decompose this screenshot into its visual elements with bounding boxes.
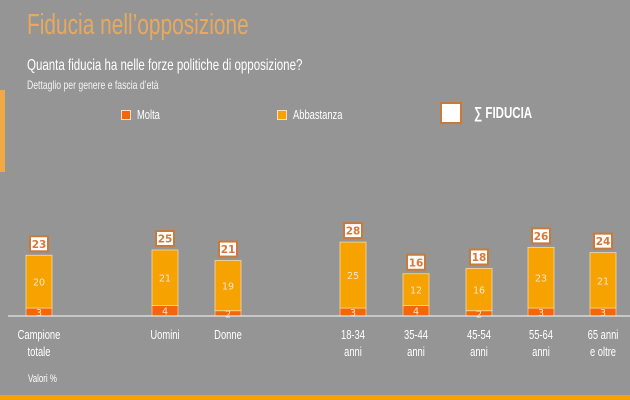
left-accent-bar [0, 90, 5, 172]
x-tick-label: Donne [214, 328, 242, 342]
page-title: Fiducia nell’opposizione [27, 9, 249, 41]
x-tick-label: 45-54 anni [467, 328, 491, 359]
legend-label-total: ∑ FIDUCIA [474, 105, 533, 122]
data-label-abbastanza: 12 [410, 286, 422, 297]
total-label-box [531, 227, 551, 245]
bar-segment-abbastanza [465, 268, 493, 312]
data-label-abbastanza: 21 [597, 276, 609, 287]
total-label: 26 [534, 231, 549, 243]
total-label: 23 [32, 239, 47, 251]
x-tick-label: 65 anni e oltre [587, 328, 619, 359]
legend-swatch-abbastanza [277, 110, 287, 120]
x-tick-label: 35-44 anni [404, 328, 428, 359]
total-label: 16 [409, 257, 424, 269]
data-label-abbastanza: 19 [222, 282, 234, 293]
total-label: 18 [472, 252, 487, 264]
data-label-abbastanza: 21 [159, 274, 171, 285]
units-note: Valori % [28, 373, 57, 385]
bar-segment-abbastanza [589, 252, 617, 309]
total-label-box [469, 248, 489, 266]
data-label-molta: 2 [225, 309, 231, 320]
data-label-abbastanza: 25 [347, 271, 359, 282]
data-label-molta: 3 [350, 308, 356, 319]
chart-detail: Dettaglio per genere e fascia d’età [27, 78, 159, 92]
data-label-molta: 3 [600, 308, 606, 319]
legend-swatch-total [440, 102, 462, 124]
bar-segment-abbastanza [214, 260, 242, 312]
data-label-abbastanza: 16 [473, 286, 485, 297]
total-label: 25 [158, 234, 173, 246]
chart-question: Quanta fiducia ha nelle forze politiche … [27, 57, 303, 74]
data-label-abbastanza: 23 [535, 274, 547, 285]
data-label-molta: 2 [476, 309, 482, 320]
total-label-box [155, 230, 175, 247]
total-label: 28 [346, 226, 361, 238]
x-tick-label: Uomini [150, 328, 180, 342]
data-label-molta: 3 [36, 308, 42, 319]
total-label-box [218, 240, 238, 258]
bar-segment-abbastanza [402, 273, 430, 306]
bar-segment-abbastanza [25, 254, 53, 309]
data-label-abbastanza: 20 [33, 278, 45, 289]
bar-segment-abbastanza [339, 241, 367, 309]
total-label-box [343, 222, 363, 240]
x-tick-label: 18-34 anni [341, 328, 365, 359]
x-tick-label: Campione totale [17, 328, 61, 359]
total-label-box [406, 253, 426, 271]
total-label-box [29, 235, 49, 253]
x-tick-label: 55-64 anni [529, 328, 553, 359]
legend-swatch-molta [121, 110, 131, 120]
total-label: 21 [221, 244, 236, 256]
legend-label-molta: Molta [137, 107, 160, 122]
bar-segment-abbastanza [151, 249, 179, 306]
data-label-molta: 4 [413, 307, 419, 318]
bar-segment-abbastanza [527, 246, 555, 309]
total-label: 24 [596, 236, 611, 248]
total-label-box [593, 232, 613, 250]
legend-label-abbastanza: Abbastanza [293, 107, 343, 122]
data-label-molta: 4 [162, 307, 168, 318]
bottom-accent-bar [0, 395, 630, 400]
data-label-molta: 3 [538, 308, 544, 319]
